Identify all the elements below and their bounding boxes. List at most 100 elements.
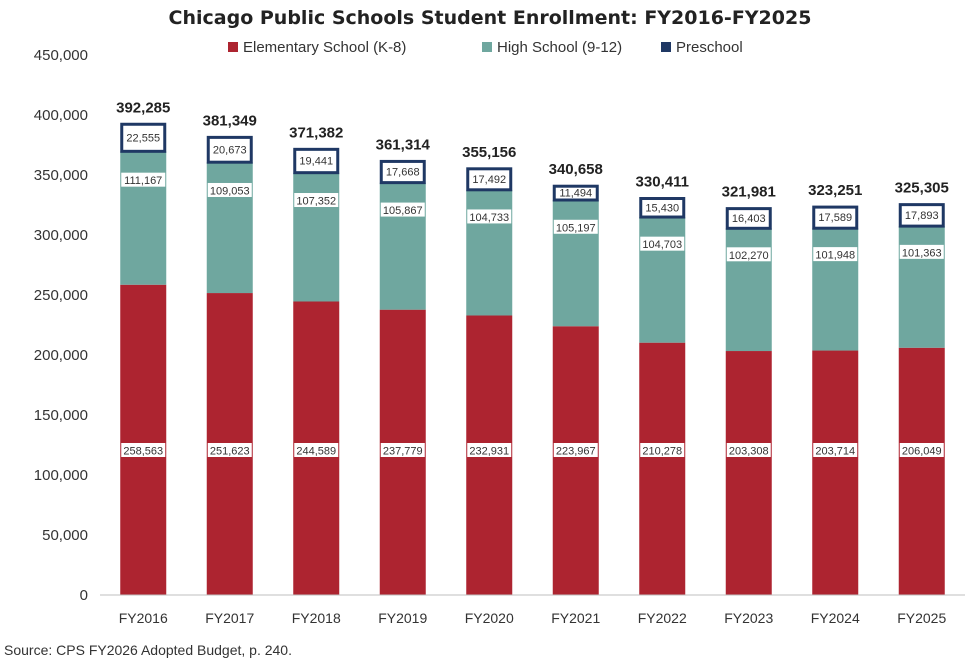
total-label: 381,349: [203, 112, 257, 129]
bar-segment-high-school: [812, 228, 859, 351]
bar-segment-elementary: [552, 326, 599, 595]
y-tick-label: 300,000: [34, 227, 88, 244]
data-label: 17,893: [905, 210, 939, 222]
x-tick-label: FY2018: [292, 610, 341, 626]
bar-stack: 210,278 104,703 15,430 330,411: [636, 174, 689, 595]
data-label-bg: [380, 443, 425, 457]
total-label: 325,305: [895, 180, 949, 197]
data-label: 105,867: [383, 205, 423, 217]
data-label: 15,430: [645, 202, 679, 214]
data-label-bg: [640, 443, 685, 457]
data-label: 16,403: [732, 213, 766, 225]
legend: Elementary School (K-8) High School (9-1…: [228, 39, 743, 56]
x-tick-label: FY2025: [897, 610, 946, 626]
x-tick-label: FY2021: [551, 610, 600, 626]
total-label: 355,156: [462, 144, 516, 161]
bar-segment-high-school: [466, 189, 513, 316]
data-label-bg: [294, 193, 339, 208]
data-label: 237,779: [383, 446, 423, 458]
bar-segment-preschool: [206, 135, 253, 164]
bar-segment-high-school: [725, 228, 772, 352]
legend-label-high-school: High School (9-12): [497, 39, 622, 56]
data-label: 11,494: [559, 188, 592, 200]
data-label-bg: [121, 172, 166, 187]
x-tick-label: FY2019: [378, 610, 427, 626]
y-axis: 0 50,000 100,000 150,000 200,000 250,000 300,0…: [34, 47, 88, 604]
x-axis: FY2016 FY2017 FY2018 FY2019 FY2020 FY2021 FY20…: [100, 594, 965, 626]
data-label: 107,352: [296, 196, 336, 208]
bar-stack: 244,589 107,352 19,441 371,382: [289, 124, 343, 595]
legend-swatch-elementary: [228, 42, 238, 52]
bar-segment-preschool: [898, 203, 945, 228]
data-label: 104,733: [469, 212, 509, 224]
data-label: 105,197: [556, 222, 596, 234]
bar-segment-elementary: [639, 342, 686, 595]
bar-stack: 232,931 104,733 17,492 355,156: [462, 144, 516, 595]
data-label-bg: [207, 443, 252, 457]
data-label: 203,714: [815, 446, 855, 458]
bar-stack: 251,623 109,053 20,673 381,349: [203, 112, 257, 595]
data-label: 109,053: [210, 185, 250, 197]
legend-swatch-high-school: [482, 42, 492, 52]
bar-stack: 223,967 105,197 11,494 340,658: [549, 161, 603, 595]
bar-segment-high-school: [898, 226, 945, 348]
data-label: 101,948: [815, 250, 855, 262]
bar-segment-high-school: [293, 172, 340, 302]
bar-segment-preschool: [639, 197, 686, 219]
legend-swatch-preschool: [661, 42, 671, 52]
data-label: 20,673: [213, 144, 247, 156]
x-tick-label: FY2020: [465, 610, 514, 626]
y-tick-label: 350,000: [34, 167, 88, 184]
bar-segment-elementary: [725, 351, 772, 595]
data-label: 206,049: [902, 446, 942, 458]
bar-stack: 203,714 101,948 17,589 323,251: [808, 182, 862, 595]
bar-segment-preschool: [379, 159, 426, 185]
bar-segment-preschool: [725, 207, 772, 230]
data-label: 258,563: [123, 446, 163, 458]
total-label: 330,411: [636, 174, 689, 191]
y-tick-label: 150,000: [34, 407, 88, 424]
y-tick-label: 200,000: [34, 347, 88, 364]
bar-segment-high-school: [552, 200, 599, 327]
data-label: 251,623: [210, 446, 250, 458]
total-label: 371,382: [289, 124, 343, 141]
y-tick-label: 50,000: [42, 527, 88, 544]
data-label: 210,278: [642, 446, 682, 458]
data-label: 223,967: [556, 446, 596, 458]
bar-stack: 237,779 105,867 17,668 361,314: [376, 136, 431, 595]
data-label-bg: [640, 236, 685, 251]
data-label: 17,492: [472, 174, 506, 186]
y-tick-label: 0: [80, 587, 88, 604]
data-label-bg: [899, 443, 944, 457]
source-note: Source: CPS FY2026 Adopted Budget, p. 24…: [4, 642, 292, 658]
data-label: 22,555: [126, 132, 160, 144]
bar-segment-preschool: [293, 147, 340, 175]
data-label: 203,308: [729, 446, 769, 458]
total-label: 361,314: [376, 136, 431, 153]
x-tick-label: FY2016: [119, 610, 168, 626]
total-label: 392,285: [116, 99, 170, 116]
data-label: 244,589: [296, 446, 336, 458]
data-label-bg: [467, 443, 512, 457]
bar-stack: 258,563 111,167 22,555 392,285: [116, 99, 170, 595]
data-label-bg: [380, 202, 425, 217]
bar-segment-high-school: [120, 151, 167, 285]
bars: 258,563 111,167 22,555 392,285 251,623 109,05…: [116, 99, 949, 595]
bar-segment-elementary: [120, 284, 167, 595]
bar-segment-elementary: [898, 347, 945, 595]
data-label-bg: [207, 182, 252, 197]
data-label: 101,363: [902, 247, 942, 259]
total-label: 323,251: [808, 182, 862, 199]
data-label-bg: [121, 443, 166, 457]
legend-label-elementary: Elementary School (K-8): [243, 39, 406, 56]
legend-label-preschool: Preschool: [676, 39, 743, 56]
bar-segment-elementary: [812, 350, 859, 595]
data-label-bg: [899, 244, 944, 259]
bar-segment-preschool: [812, 205, 859, 230]
bar-stack: 206,049 101,363 17,893 325,305: [895, 180, 949, 595]
total-label: 340,658: [549, 161, 603, 178]
bar-segment-high-school: [639, 217, 686, 343]
bar-segment-preschool: [120, 122, 167, 153]
bar-segment-high-school: [206, 162, 253, 294]
data-label: 19,441: [299, 156, 333, 168]
